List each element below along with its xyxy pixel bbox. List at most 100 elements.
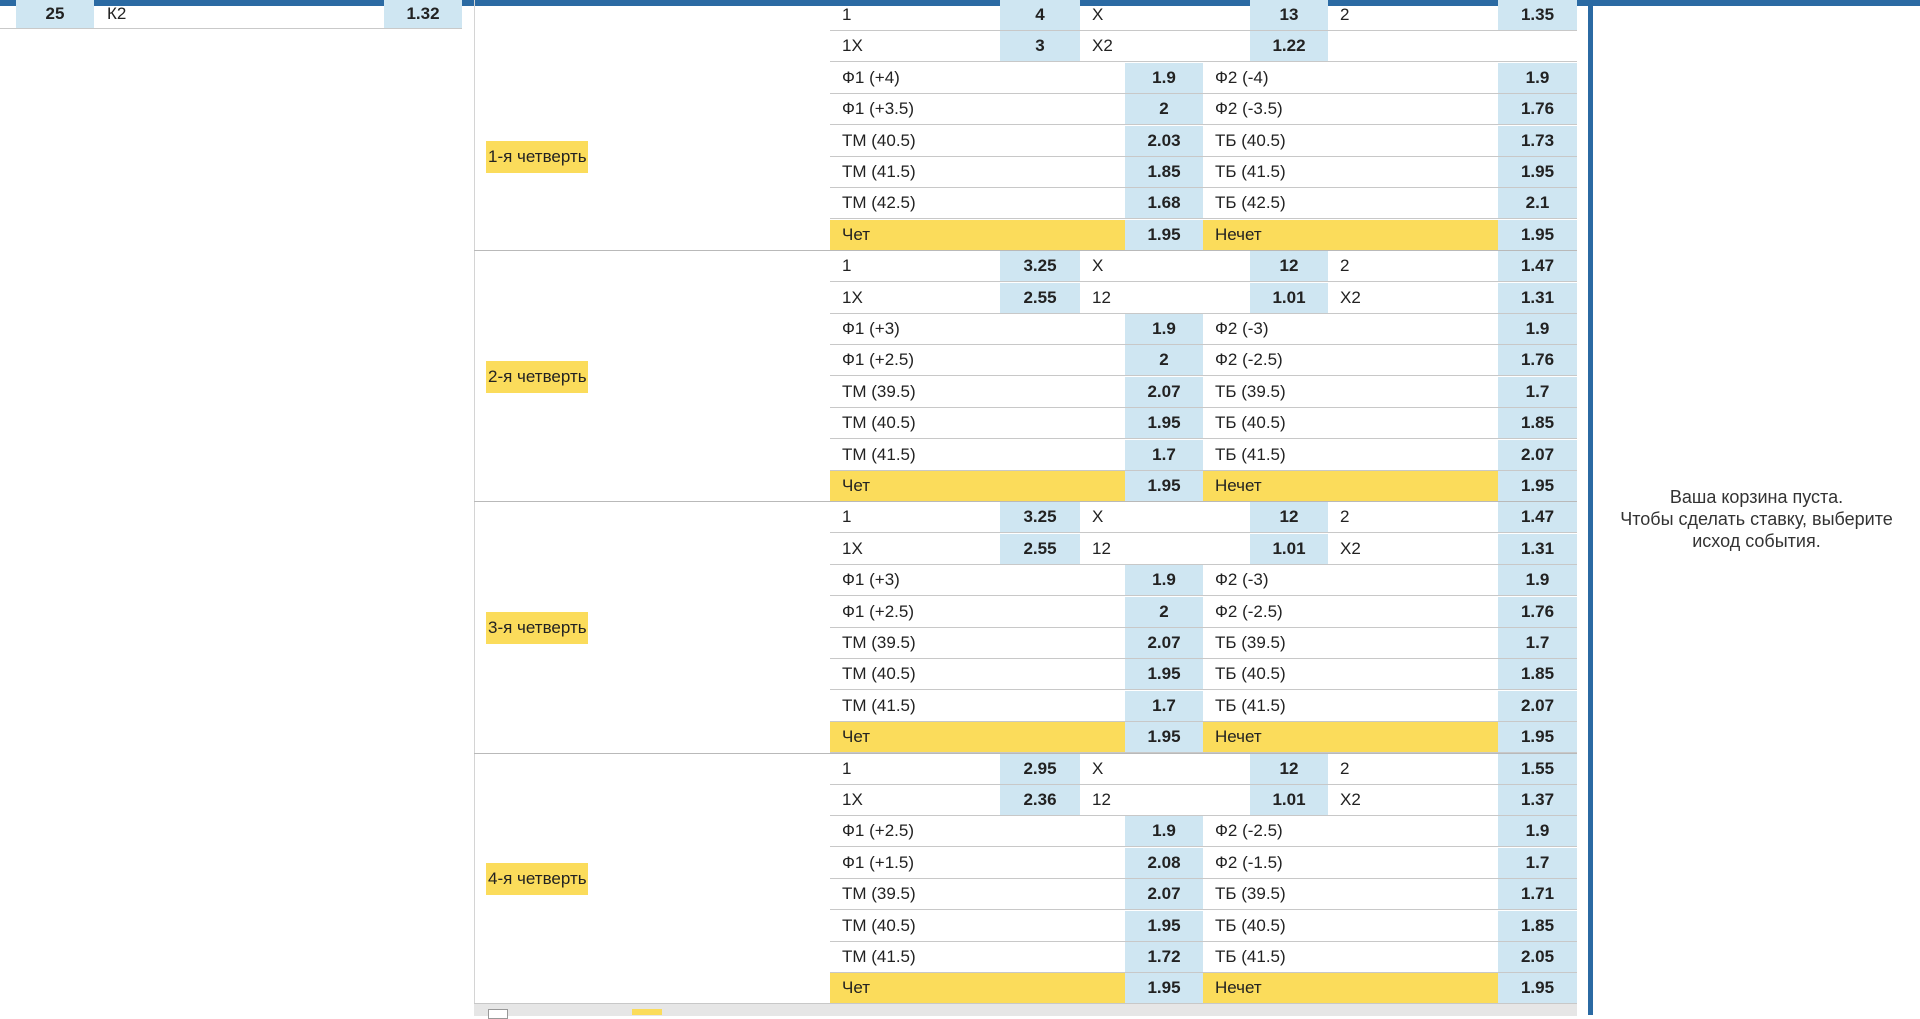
odd-value[interactable]: 2.07 (1498, 439, 1577, 470)
market-row: ТМ (41.5) 1.85 ТБ (41.5) 1.95 (830, 157, 1577, 188)
odd-value[interactable]: 1.95 (1498, 157, 1577, 187)
odd-value[interactable]: 1.95 (1498, 722, 1577, 753)
outcome-label: Ф2 (-1.5) (1215, 852, 1283, 872)
outcome-label: 2 (1340, 5, 1350, 24)
odd-value[interactable]: 2.55 (1000, 533, 1080, 564)
odd-value[interactable]: 1.01 (1250, 533, 1328, 564)
odd-value[interactable]: 12 (1250, 502, 1328, 533)
section-divider (474, 752, 1577, 754)
odd-value[interactable]: 2.55 (1000, 282, 1080, 313)
odd-value[interactable]: 13 (1250, 0, 1328, 30)
odd-value[interactable]: 2.95 (1000, 753, 1080, 784)
outcome-label: Ф2 (-2.5) (1215, 601, 1283, 621)
odd-value[interactable]: 1.35 (1498, 0, 1577, 30)
parity-label: Чет (830, 973, 1125, 1004)
odd-value[interactable]: 2.1 (1498, 188, 1577, 219)
odd-value[interactable]: 12 (1250, 753, 1328, 784)
odd-value[interactable]: 1.37 (1498, 785, 1577, 815)
odd-value[interactable]: 2 (1125, 94, 1203, 125)
odd-value[interactable]: 2.07 (1125, 628, 1203, 658)
odd-value[interactable]: 1.7 (1498, 847, 1577, 878)
odd-value[interactable]: 1.76 (1498, 94, 1577, 125)
odd-value[interactable]: 2.07 (1125, 879, 1203, 910)
odd-value[interactable]: 1.9 (1498, 314, 1577, 344)
odd-value[interactable]: 1.95 (1125, 471, 1203, 501)
cart-line-3: исход события. (1692, 531, 1821, 551)
market-row: ТМ (41.5) 1.72 ТБ (41.5) 2.05 (830, 942, 1577, 973)
odd-value[interactable]: 1.9 (1498, 816, 1577, 847)
outcome-label: ТМ (42.5) (842, 193, 916, 213)
odd-value[interactable]: 1.68 (1125, 188, 1203, 219)
odd-value[interactable]: 1.9 (1498, 565, 1577, 596)
odd-value[interactable]: 1.85 (1498, 910, 1577, 941)
outcome-label: 2 (1340, 758, 1350, 778)
odd-value[interactable]: 2.36 (1000, 785, 1080, 815)
odd-value[interactable]: 1.01 (1250, 282, 1328, 313)
odd-value[interactable]: 1.7 (1125, 690, 1203, 721)
odd-value[interactable]: 2.07 (1125, 376, 1203, 407)
odd-value[interactable]: 1.95 (1125, 219, 1203, 250)
odd-value[interactable]: 1.55 (1498, 753, 1577, 784)
odd-value[interactable]: 2 (1125, 345, 1203, 376)
market-row: Ф1 (+1.5) 2.08 Ф2 (-1.5) 1.7 (830, 847, 1577, 879)
parity-row: Чет 1.95 Нечет 1.95 (830, 973, 1577, 1005)
odd-value[interactable]: 1.95 (1498, 973, 1577, 1004)
odd-value[interactable]: 1.9 (1125, 62, 1203, 93)
odd-value[interactable]: 1.85 (1498, 408, 1577, 439)
odd-value[interactable]: 1.85 (1498, 659, 1577, 690)
odd-value[interactable]: 1.95 (1498, 471, 1577, 501)
odd-value[interactable]: 12 (1250, 251, 1328, 282)
odd-value[interactable]: 1.9 (1498, 62, 1577, 93)
odd-value[interactable]: 2.03 (1125, 125, 1203, 156)
bottom-highlight (632, 1009, 662, 1015)
odd-value[interactable]: 1.7 (1498, 628, 1577, 658)
odd-value[interactable]: 1.7 (1125, 439, 1203, 470)
odd-value[interactable]: 1.73 (1498, 125, 1577, 156)
odd-value[interactable]: 1.95 (1125, 973, 1203, 1004)
odd-value[interactable]: 1.47 (1498, 502, 1577, 533)
odd-value[interactable]: 1.95 (1498, 219, 1577, 250)
top-left-num[interactable]: 25 (16, 0, 94, 28)
divider (0, 28, 462, 29)
outcome-label: ТБ (41.5) (1215, 162, 1286, 181)
odd-value[interactable]: 1.72 (1125, 942, 1203, 972)
odd-value[interactable]: 1.85 (1125, 157, 1203, 187)
market-row: Ф1 (+3) 1.9 Ф2 (-3) 1.9 (830, 565, 1577, 597)
odd-value[interactable]: 3.25 (1000, 502, 1080, 533)
odd-value[interactable]: 1.95 (1125, 722, 1203, 753)
odd-value[interactable]: 1.31 (1498, 533, 1577, 564)
odd-value[interactable]: 1.71 (1498, 879, 1577, 910)
odd-value[interactable]: 1.22 (1250, 31, 1328, 62)
odd-value[interactable]: 1.31 (1498, 282, 1577, 313)
odd-value[interactable]: 2.05 (1498, 942, 1577, 972)
odd-value[interactable]: 3 (1000, 31, 1080, 62)
odd-value[interactable]: 1.76 (1498, 596, 1577, 627)
odd-value[interactable]: 1.76 (1498, 345, 1577, 376)
outcome-label: Ф1 (+2.5) (842, 601, 914, 621)
outcome-label: ТМ (40.5) (842, 664, 916, 684)
outcome-label: Х2 (1340, 790, 1361, 809)
odd-value[interactable]: 2.08 (1125, 847, 1203, 878)
odd-value[interactable]: 1.9 (1125, 816, 1203, 847)
odd-value[interactable]: 3.25 (1000, 251, 1080, 282)
section-divider (474, 250, 1577, 252)
outcome-label: 12 (1092, 790, 1111, 809)
odd-value[interactable]: 1.95 (1125, 408, 1203, 439)
outcome-label: Ф1 (+3.5) (842, 99, 914, 119)
top-left-odd[interactable]: 1.32 (384, 0, 462, 28)
odd-value[interactable]: 1.9 (1125, 314, 1203, 344)
odd-value[interactable]: 1.95 (1125, 659, 1203, 690)
odd-value[interactable]: 2.07 (1498, 690, 1577, 721)
odd-value[interactable]: 4 (1000, 0, 1080, 30)
odd-value[interactable]: 1.01 (1250, 785, 1328, 815)
odd-value[interactable]: 1.47 (1498, 251, 1577, 282)
odd-value[interactable]: 2 (1125, 596, 1203, 627)
quarter-label: 4-я четверть (486, 863, 588, 896)
outcome-label: Ф1 (+3) (842, 319, 900, 338)
quarter-label: 1-я четверть (486, 141, 588, 173)
odd-value[interactable]: 1.95 (1125, 910, 1203, 941)
main-border (474, 0, 475, 1005)
bottom-checkbox[interactable] (488, 1009, 508, 1019)
odd-value[interactable]: 1.7 (1498, 376, 1577, 407)
odd-value[interactable]: 1.9 (1125, 565, 1203, 596)
